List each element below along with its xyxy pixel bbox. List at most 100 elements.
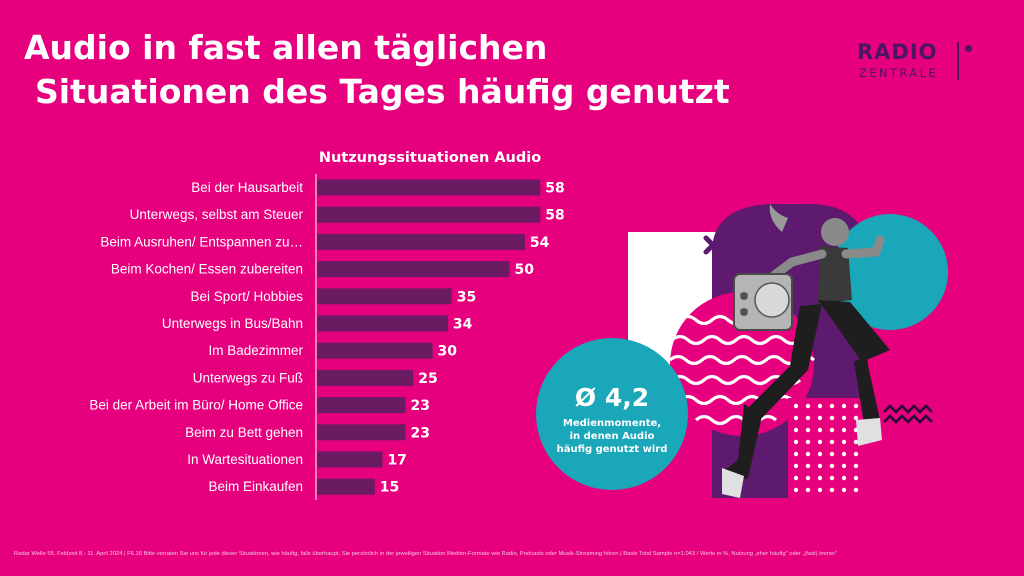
pattern-dot bbox=[853, 463, 859, 469]
bar bbox=[317, 261, 510, 278]
bar bbox=[317, 315, 448, 332]
logo-text-radio: RADIO bbox=[857, 40, 938, 64]
teal-circle-shape bbox=[832, 214, 948, 330]
pattern-dot bbox=[841, 451, 847, 457]
callout-text-line-1: Medienmomente, bbox=[563, 418, 661, 429]
category-label: Bei der Arbeit im Büro/ Home Office bbox=[89, 398, 303, 413]
pattern-dot bbox=[853, 403, 859, 409]
logo-divider bbox=[957, 42, 959, 80]
category-label: Bei Sport/ Hobbies bbox=[190, 289, 303, 304]
pattern-dot bbox=[793, 487, 799, 493]
pattern-dot bbox=[829, 451, 835, 457]
pattern-dot bbox=[841, 439, 847, 445]
pattern-dot bbox=[805, 475, 811, 481]
bar bbox=[317, 478, 375, 495]
pattern-dot bbox=[817, 403, 823, 409]
category-label: Unterwegs, selbst am Steuer bbox=[130, 207, 304, 222]
category-label: Beim Einkaufen bbox=[208, 479, 303, 494]
chart-bars: Bei der Hausarbeit 58 Unterwegs, selbst am… bbox=[89, 179, 565, 496]
callout-value: Ø 4,2 bbox=[575, 383, 649, 412]
category-label: Beim Ausruhen/ Entspannen zu… bbox=[100, 234, 303, 249]
pattern-dot bbox=[817, 415, 823, 421]
pattern-dot bbox=[829, 475, 835, 481]
page-title-line-1: Audio in fast allen täglichen bbox=[24, 28, 548, 67]
pattern-dot bbox=[829, 487, 835, 493]
pattern-dot bbox=[817, 475, 823, 481]
pattern-dot bbox=[805, 487, 811, 493]
bar bbox=[317, 342, 433, 359]
data-label: 58 bbox=[545, 208, 564, 224]
bar bbox=[317, 233, 525, 250]
zigzag-icon bbox=[883, 404, 933, 424]
pattern-dot bbox=[793, 475, 799, 481]
bar bbox=[317, 424, 406, 441]
cross-icon bbox=[703, 235, 723, 255]
bar bbox=[317, 451, 383, 468]
pattern-dot bbox=[805, 403, 811, 409]
pattern-dot bbox=[841, 403, 847, 409]
pattern-dot bbox=[853, 487, 859, 493]
data-label: 25 bbox=[418, 371, 437, 387]
data-label: 23 bbox=[411, 398, 430, 414]
pattern-dot bbox=[841, 475, 847, 481]
category-label: In Wartesituationen bbox=[187, 452, 303, 467]
pattern-dot bbox=[853, 451, 859, 457]
pattern-dot bbox=[829, 439, 835, 445]
pattern-dot bbox=[853, 475, 859, 481]
pattern-dot bbox=[817, 439, 823, 445]
data-label: 15 bbox=[380, 480, 399, 496]
pattern-dot bbox=[793, 427, 799, 433]
data-label: 35 bbox=[457, 289, 476, 305]
pattern-dot bbox=[793, 403, 799, 409]
category-label: Unterwegs in Bus/Bahn bbox=[162, 316, 303, 331]
callout-text-line-3: häufig genutzt wird bbox=[557, 444, 668, 455]
pattern-dot bbox=[841, 427, 847, 433]
pattern-dot bbox=[829, 415, 835, 421]
logo-dot-icon bbox=[965, 45, 972, 52]
category-label: Beim zu Bett gehen bbox=[185, 425, 303, 440]
page-title-line-2: Situationen des Tages häufig genutzt bbox=[35, 72, 730, 111]
data-label: 34 bbox=[453, 317, 473, 333]
bar bbox=[317, 206, 541, 223]
dot-pattern bbox=[793, 403, 859, 493]
radiozentrale-logo: RADIO ZENTRALE bbox=[857, 40, 987, 84]
pattern-dot bbox=[853, 439, 859, 445]
data-label: 50 bbox=[515, 262, 535, 278]
pattern-dot bbox=[841, 487, 847, 493]
bar bbox=[317, 288, 452, 305]
pattern-dot bbox=[829, 427, 835, 433]
pattern-dot bbox=[793, 451, 799, 457]
pattern-dot bbox=[817, 427, 823, 433]
category-label: Im Badezimmer bbox=[208, 343, 303, 358]
pattern-dot bbox=[805, 451, 811, 457]
category-label: Unterwegs zu Fuß bbox=[193, 370, 303, 385]
pattern-dot bbox=[805, 415, 811, 421]
pattern-dot bbox=[841, 463, 847, 469]
pattern-dot bbox=[841, 415, 847, 421]
pattern-dot bbox=[829, 463, 835, 469]
pattern-dot bbox=[817, 487, 823, 493]
pattern-dot bbox=[829, 403, 835, 409]
bar bbox=[317, 369, 414, 386]
pattern-dot bbox=[793, 439, 799, 445]
collage-illustration bbox=[536, 204, 948, 498]
pattern-dot bbox=[805, 463, 811, 469]
chart-title: Nutzungssituationen Audio bbox=[319, 150, 541, 166]
source-footnote: Radar Welle 55, Feldzeit 8.- 11. April 2… bbox=[14, 551, 838, 557]
data-label: 30 bbox=[438, 344, 458, 360]
category-label: Bei der Hausarbeit bbox=[191, 180, 303, 195]
logo-text-zentrale: ZENTRALE bbox=[859, 66, 939, 80]
data-label: 23 bbox=[411, 425, 430, 441]
bar bbox=[317, 397, 406, 414]
pattern-dot bbox=[817, 451, 823, 457]
data-label: 58 bbox=[545, 181, 564, 197]
athlete-with-radio-image bbox=[722, 204, 890, 498]
pattern-dot bbox=[793, 463, 799, 469]
callout-circle bbox=[536, 338, 688, 490]
bar bbox=[317, 179, 541, 196]
data-label: 17 bbox=[387, 453, 406, 469]
callout-text-line-2: in denen Audio bbox=[570, 431, 655, 442]
dot-pattern-square bbox=[788, 398, 868, 498]
pattern-dot bbox=[817, 463, 823, 469]
pattern-dot bbox=[805, 439, 811, 445]
